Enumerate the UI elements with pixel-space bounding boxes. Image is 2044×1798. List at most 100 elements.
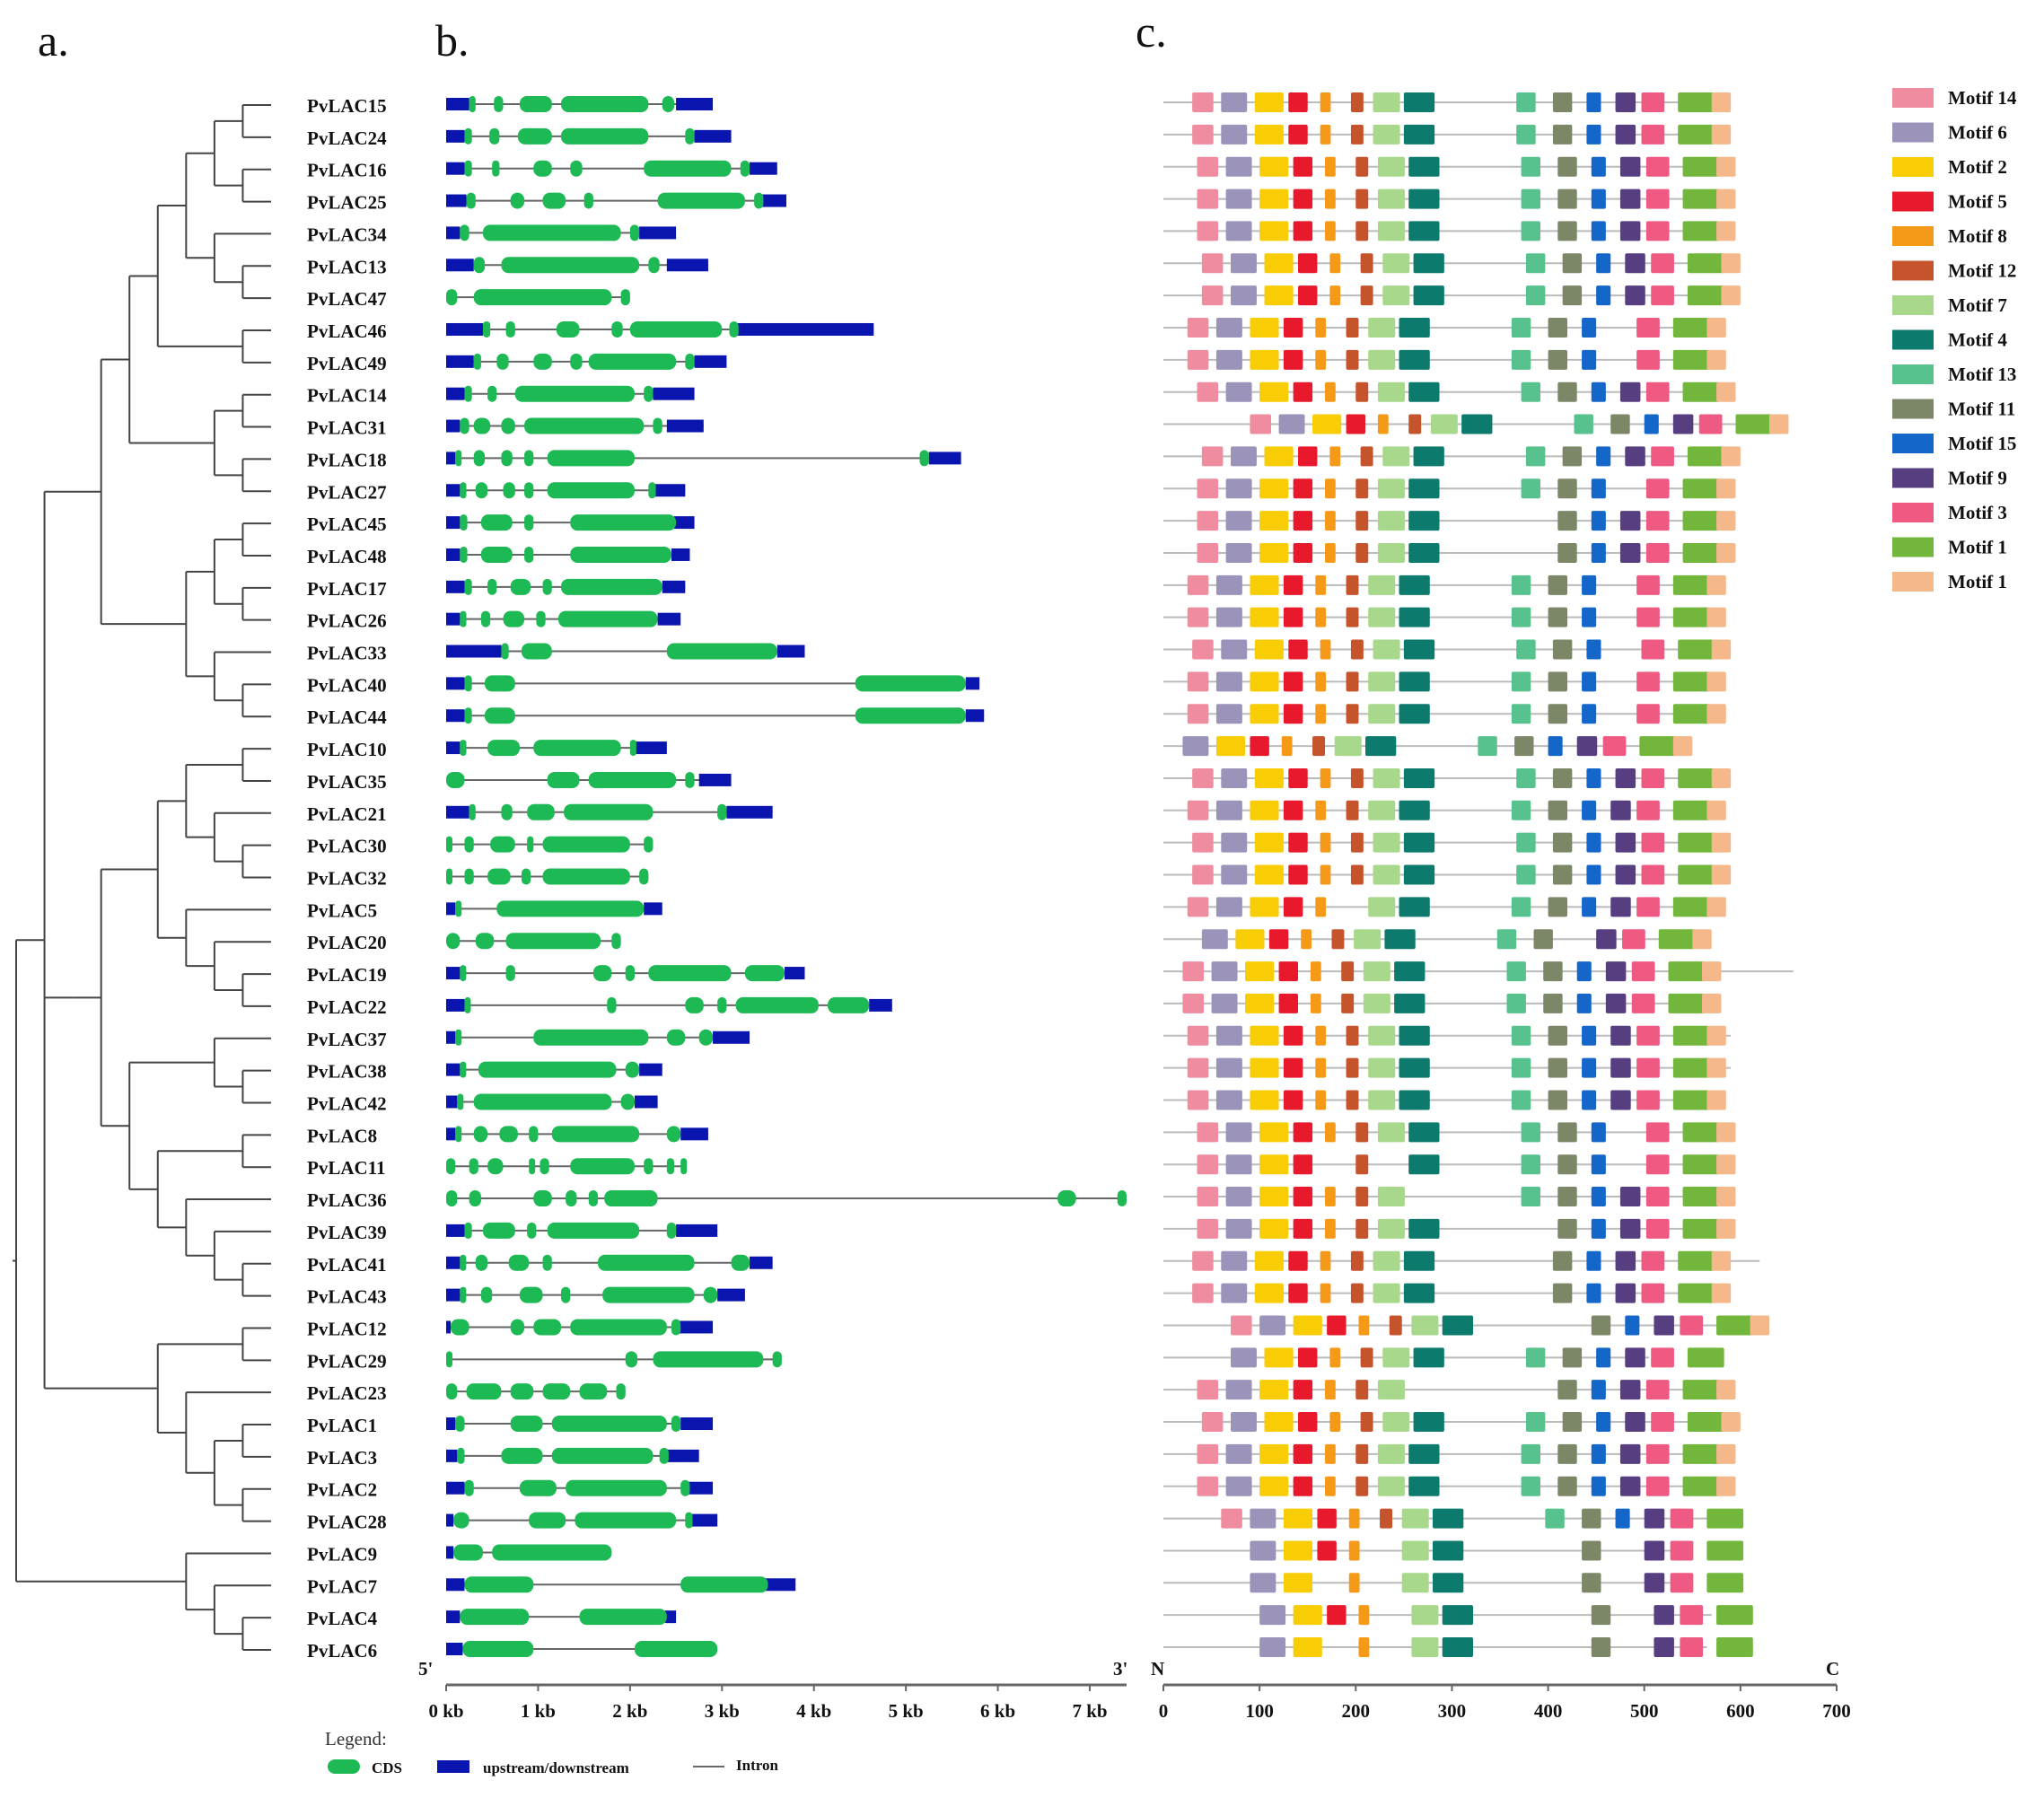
motif-5-box: [1293, 382, 1313, 402]
motif-9-box: [1576, 736, 1598, 757]
utr5-block: [446, 1610, 461, 1624]
cds-exon-5: [685, 353, 695, 370]
motif-5-box: [1293, 478, 1313, 499]
motif-14-box: [1187, 1057, 1209, 1078]
cds-exon-0: [460, 417, 469, 434]
motif-9-box: [1605, 961, 1627, 982]
motif-4-box: [1442, 1637, 1473, 1657]
motif-15-box: [1582, 897, 1597, 917]
utr3-block: [713, 1031, 750, 1044]
motif-10-box: [1702, 993, 1722, 1013]
motif-13-box: [1521, 478, 1540, 499]
motif-11-box: [1557, 478, 1577, 499]
gene-structure-pvlac37: [446, 1029, 750, 1046]
utr5-block: [446, 709, 465, 723]
utr3-block: [664, 1610, 677, 1624]
cds-exon-1: [505, 965, 515, 982]
motif-9-box: [1619, 382, 1641, 402]
cds-exon-3: [542, 1254, 552, 1271]
utr5-block: [446, 1449, 458, 1462]
utr5-block: [446, 1546, 454, 1559]
motif-11-box: [1557, 1122, 1577, 1143]
motif-11-box: [1552, 864, 1573, 885]
motif-8-box: [1325, 478, 1336, 499]
motif-9-box: [1625, 1347, 1645, 1368]
motif-1-box: [1687, 1412, 1724, 1433]
gene-structure-pvlac4: [446, 1609, 677, 1626]
motif-15-box: [1582, 1025, 1597, 1046]
cds-exon-1: [480, 514, 513, 531]
motif-8-box: [1348, 1540, 1360, 1561]
motif-13-box: [1496, 929, 1517, 950]
gene-structure-pvlac31: [446, 417, 704, 434]
motif-5-box: [1283, 671, 1303, 692]
gene-structure-pvlac48: [446, 546, 690, 563]
motif-5-box: [1293, 542, 1313, 563]
utr5-block: [446, 1417, 456, 1431]
motif-9-box: [1654, 1605, 1674, 1626]
motif-5-box: [1293, 1218, 1313, 1239]
motif-1-box: [1716, 1315, 1753, 1336]
motif-15-box: [1582, 1090, 1597, 1110]
motif-1-box: [1672, 704, 1710, 724]
motif-9-box: [1625, 446, 1645, 467]
motif-15-box: [1576, 993, 1592, 1013]
cds-exon-0: [453, 1512, 469, 1529]
cds-exon-4: [540, 1158, 549, 1175]
motif-row-pvlac35: [1163, 767, 1732, 788]
motif-2-box: [1283, 1573, 1313, 1593]
motif-7-box: [1382, 253, 1410, 274]
gene-structure-legend: Legend: CDS upstream/downstream Intron: [325, 1728, 778, 1776]
motif-4-box: [1384, 929, 1416, 950]
gene-label-pvlac35: PvLAC35: [307, 771, 387, 793]
legend-swatch-motif-10: [1892, 572, 1934, 592]
motif-5-box: [1288, 639, 1308, 660]
motif-2-box: [1259, 1218, 1289, 1239]
motif-3-box: [1645, 156, 1670, 177]
motif-10-box: [1711, 124, 1732, 145]
motif-12-box: [1355, 478, 1369, 499]
motif-4-box: [1403, 92, 1435, 112]
motif-axis-tick-label: 200: [1342, 1700, 1371, 1722]
utr3-block: [965, 677, 980, 690]
motif-8-box: [1325, 511, 1336, 531]
utr5-block: [446, 1224, 465, 1237]
motif-axis: N C 0 100 200 300 400 500 600 700: [1151, 1658, 1851, 1722]
motif-11-box: [1543, 961, 1563, 982]
motif-5-box: [1283, 349, 1303, 370]
motif-11-box: [1557, 1218, 1577, 1239]
motif-13-box: [1521, 1122, 1540, 1143]
cds-exon-0: [464, 675, 472, 692]
motif-3-box: [1670, 1540, 1694, 1561]
motif-3-box: [1641, 832, 1665, 853]
motif-3-box: [1680, 1605, 1704, 1626]
motif-5-box: [1288, 92, 1308, 112]
motif-6-box: [1221, 1283, 1248, 1303]
motif-2-box: [1264, 285, 1294, 306]
legend-swatch-motif-5: [1892, 191, 1934, 212]
motif-2-box: [1250, 1025, 1279, 1046]
gene-axis-tick-label: 7 kb: [1072, 1700, 1107, 1722]
motif-8-box: [1315, 704, 1327, 724]
motif-8-box: [1315, 1057, 1327, 1078]
three-prime-label: 3': [1113, 1658, 1127, 1680]
motif-15-box: [1596, 253, 1611, 274]
gene-label-pvlac19: PvLAC19: [307, 964, 387, 986]
motif-3-box: [1698, 414, 1723, 434]
cds-exon-2: [501, 450, 513, 467]
motif-7-box: [1377, 156, 1405, 177]
utr3-block: [680, 1127, 708, 1141]
motif-7-box: [1368, 1025, 1396, 1046]
cds-exon-1: [487, 578, 497, 595]
motif-1-box: [1639, 736, 1677, 757]
cds-exon-1: [501, 803, 513, 820]
motif-5-box: [1288, 1283, 1308, 1303]
motif-row-pvlac37: [1163, 1025, 1732, 1046]
utr5-block: [446, 419, 461, 433]
motif-1-box: [1682, 382, 1720, 402]
cds-exon-5: [570, 1158, 635, 1175]
motif-10-box: [1706, 671, 1726, 692]
cds-exon-6: [1057, 1190, 1076, 1207]
motif-10-box: [1716, 382, 1736, 402]
gene-structure-pvlac33: [446, 643, 805, 660]
